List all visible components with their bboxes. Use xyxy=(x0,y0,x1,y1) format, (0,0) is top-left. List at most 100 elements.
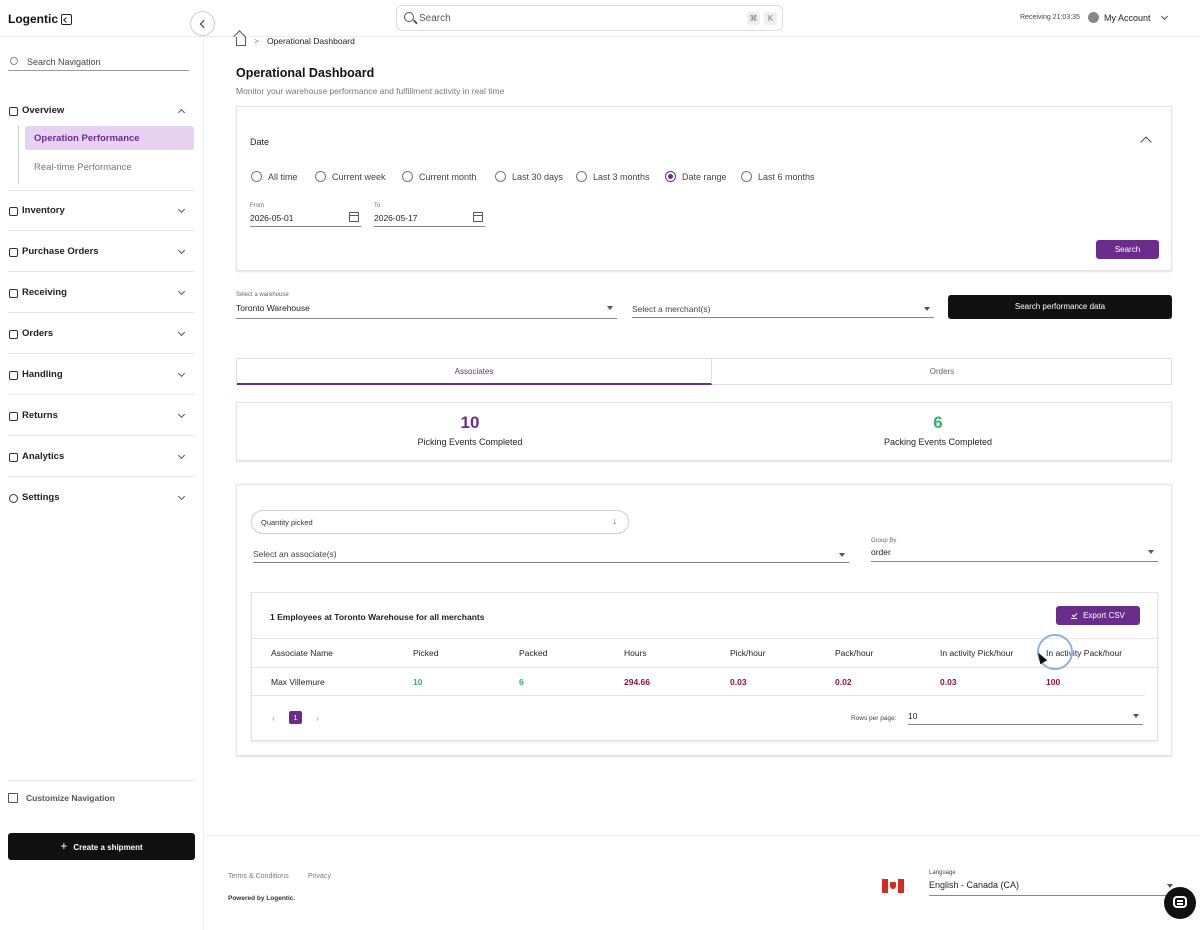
account-menu[interactable]: My Account xyxy=(1088,12,1168,23)
warehouse-select-value: Toronto Warehouse xyxy=(236,303,310,313)
table-cell: Max Villemure xyxy=(271,677,325,687)
radio-last-30-days[interactable]: Last 30 days xyxy=(495,171,563,182)
sidebar-item-analytics[interactable]: Analytics xyxy=(8,449,194,467)
group-by-select[interactable]: Group By order xyxy=(871,538,1158,562)
radio-current-week[interactable]: Current week xyxy=(315,171,386,182)
sidebar-item-operation-performance[interactable]: Operation Performance xyxy=(25,126,194,150)
sidebar-item-overview[interactable]: Overview xyxy=(8,103,194,121)
sidebar-item-handling[interactable]: Handling xyxy=(8,367,194,385)
column-header[interactable]: Associate Name xyxy=(271,648,333,658)
tab-bar: Associates Orders xyxy=(236,358,1172,385)
table-cell: 0.03 xyxy=(730,677,747,687)
radio-label: Date range xyxy=(682,171,727,182)
language-select[interactable]: Language English - Canada (CA) xyxy=(929,870,1177,896)
pagination: ‹ 1 › xyxy=(272,711,319,724)
to-date-label: To xyxy=(374,203,381,209)
click-indicator xyxy=(1037,634,1073,670)
column-header[interactable]: Pack/hour xyxy=(835,648,874,658)
warehouse-select[interactable]: Select a warehouse Toronto Warehouse xyxy=(236,292,617,319)
table-row[interactable]: Max Villemure 10 6 294.66 0.03 0.02 0.03… xyxy=(252,668,1145,696)
date-search-button[interactable]: Search xyxy=(1096,240,1159,259)
export-csv-button[interactable]: Export CSV xyxy=(1056,606,1140,625)
home-icon[interactable] xyxy=(236,37,246,46)
radio-last-6-months[interactable]: Last 6 months xyxy=(741,171,815,182)
global-search-input[interactable]: Search ⌘ K xyxy=(396,5,783,31)
date-filter-label: Date xyxy=(250,137,270,147)
sidebar-item-settings[interactable]: Settings xyxy=(8,490,194,508)
previous-page-icon[interactable]: ‹ xyxy=(272,712,275,723)
chevron-down-icon xyxy=(177,287,186,296)
radio-all-time[interactable]: All time xyxy=(251,171,298,182)
radio-label: Last 30 days xyxy=(512,171,564,182)
breadcrumb: > Operational Dashboard xyxy=(236,35,355,46)
radio-circle[interactable] xyxy=(576,171,587,182)
chat-support-button[interactable] xyxy=(1164,887,1196,919)
avatar xyxy=(1088,12,1099,23)
dropdown-arrow-icon xyxy=(1133,714,1139,718)
search-icon xyxy=(10,57,18,65)
radio-circle[interactable] xyxy=(402,171,413,182)
column-header[interactable]: In activity Pick/hour xyxy=(940,648,1014,658)
sidebar: Search Navigation Overview Operation Per… xyxy=(0,37,204,930)
sidebar-item-purchase-orders[interactable]: Purchase Orders xyxy=(8,244,194,262)
navigation-search-input[interactable]: Search Navigation xyxy=(8,54,189,71)
chat-icon-line xyxy=(1177,900,1183,902)
radio-last-3-months[interactable]: Last 3 months xyxy=(576,171,650,182)
customize-navigation-checkbox[interactable]: Customize Navigation xyxy=(8,793,115,803)
sidebar-item-orders[interactable]: Orders xyxy=(8,326,194,344)
column-header[interactable]: In activity Pack/hour xyxy=(1046,648,1123,658)
next-page-icon[interactable]: › xyxy=(316,712,319,723)
logo[interactable]: Logentic xyxy=(8,12,72,26)
divider xyxy=(8,476,194,477)
flag-band xyxy=(898,879,904,893)
radio-circle-selected[interactable] xyxy=(665,171,676,182)
associate-select-placeholder: Select an associate(s) xyxy=(253,549,337,559)
sidebar-item-returns[interactable]: Returns xyxy=(8,408,194,426)
tab-associates[interactable]: Associates xyxy=(237,359,712,385)
merchant-select[interactable]: Select a merchant(s) xyxy=(632,300,934,318)
checkbox[interactable] xyxy=(8,793,18,803)
metric-select[interactable]: Quantity picked ↓ xyxy=(251,510,629,534)
logo-text: Logentic xyxy=(8,12,58,26)
footer: Terms & Conditions Privacy Powered by Lo… xyxy=(205,835,1200,930)
sidebar-item-realtime-performance[interactable]: Real-time Performance xyxy=(34,162,132,173)
radio-circle[interactable] xyxy=(251,171,262,182)
chevron-up-icon xyxy=(177,108,186,117)
radio-circle[interactable] xyxy=(315,171,326,182)
chevron-up-icon[interactable] xyxy=(1140,136,1152,148)
sidebar-item-label: Returns xyxy=(22,410,58,421)
collapse-sidebar-button[interactable] xyxy=(190,11,215,36)
associate-select[interactable]: Select an associate(s) xyxy=(253,546,849,563)
terms-link[interactable]: Terms & Conditions xyxy=(228,873,289,880)
radio-circle[interactable] xyxy=(495,171,506,182)
rows-per-page-label: Rows per page: xyxy=(851,715,897,722)
privacy-link[interactable]: Privacy xyxy=(308,873,331,880)
stat-value: 10 xyxy=(460,413,480,432)
dropdown-arrow-icon xyxy=(607,306,613,310)
download-icon xyxy=(1071,612,1078,619)
account-label: My Account xyxy=(1104,12,1151,23)
rows-per-page-select[interactable]: 10 xyxy=(908,707,1143,725)
calendar-icon[interactable] xyxy=(473,212,483,222)
sidebar-item-label: Overview xyxy=(22,105,65,116)
sidebar-item-label: Inventory xyxy=(22,205,65,216)
table-cell: 294.66 xyxy=(624,677,650,687)
radio-current-month[interactable]: Current month xyxy=(402,171,477,182)
column-header[interactable]: Hours xyxy=(624,648,647,658)
sidebar-item-receiving[interactable]: Receiving xyxy=(8,285,194,303)
sidebar-item-inventory[interactable]: Inventory xyxy=(8,203,194,221)
calendar-icon[interactable] xyxy=(349,212,359,222)
column-header[interactable]: Pick/hour xyxy=(730,648,766,658)
page-number-button[interactable]: 1 xyxy=(289,711,302,724)
stat-label: Picking Events Completed xyxy=(417,437,523,447)
search-performance-button[interactable]: Search performance data xyxy=(948,295,1172,319)
to-date-field[interactable]: To 2026-05-17 xyxy=(374,203,485,227)
command-key-icon: ⌘ xyxy=(747,12,760,25)
column-header[interactable]: Picked xyxy=(413,648,439,658)
radio-date-range[interactable]: Date range xyxy=(665,171,727,182)
column-header[interactable]: Packed xyxy=(519,648,548,658)
create-shipment-button[interactable]: + Create a shipment xyxy=(8,833,195,860)
tab-orders[interactable]: Orders xyxy=(929,367,955,376)
radio-circle[interactable] xyxy=(741,171,752,182)
from-date-field[interactable]: From 2026-05-01 xyxy=(250,203,361,227)
